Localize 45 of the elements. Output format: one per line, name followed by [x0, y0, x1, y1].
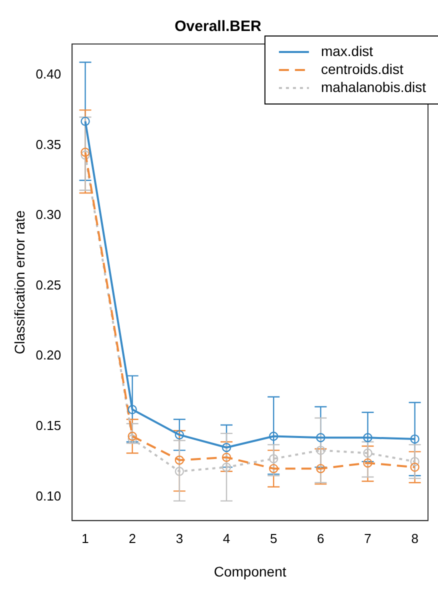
y-tick-label: 0.40	[36, 66, 62, 82]
point	[268, 464, 278, 474]
y-axis-title: Classification error rate	[11, 210, 28, 354]
point	[80, 116, 90, 126]
legend-label: max.dist	[320, 42, 374, 59]
point	[174, 430, 184, 440]
point	[410, 456, 420, 466]
point	[410, 434, 420, 444]
y-tick-label: 0.20	[36, 348, 62, 363]
point	[128, 404, 137, 414]
point	[80, 150, 90, 160]
point	[316, 446, 326, 455]
point	[128, 434, 137, 444]
point	[316, 433, 326, 442]
y-tick-label: 0.35	[36, 136, 62, 152]
point	[316, 464, 326, 474]
point	[222, 462, 232, 472]
legend-label: centroids.dist	[320, 60, 404, 77]
x-tick-label: 4	[222, 530, 230, 546]
point	[268, 454, 278, 464]
point	[128, 432, 137, 441]
point	[363, 433, 372, 442]
x-tick-label: 5	[270, 530, 278, 546]
legend-label: mahalanobis.dist	[320, 78, 426, 95]
point	[174, 456, 184, 465]
point	[268, 432, 278, 441]
point	[222, 452, 232, 462]
point	[363, 448, 372, 458]
x-tick-label: 6	[317, 530, 324, 546]
x-tick-label: 1	[82, 530, 89, 546]
point	[80, 148, 90, 157]
y-tick-label: 0.30	[36, 207, 62, 222]
point	[363, 458, 372, 468]
point	[222, 442, 232, 452]
x-tick-label: 2	[128, 530, 136, 546]
y-tick-label: 0.25	[36, 277, 62, 292]
x-tick-label: 3	[176, 530, 184, 546]
x-tick-label: 7	[364, 530, 372, 546]
point	[410, 462, 420, 472]
x-tick-label: 8	[411, 530, 418, 546]
y-tick-label: 0.15	[36, 418, 62, 433]
point	[174, 466, 184, 476]
y-tick-label: 0.10	[36, 488, 62, 504]
chart-title: Overall.BER	[174, 18, 262, 36]
x-axis-title: Component	[214, 563, 286, 580]
